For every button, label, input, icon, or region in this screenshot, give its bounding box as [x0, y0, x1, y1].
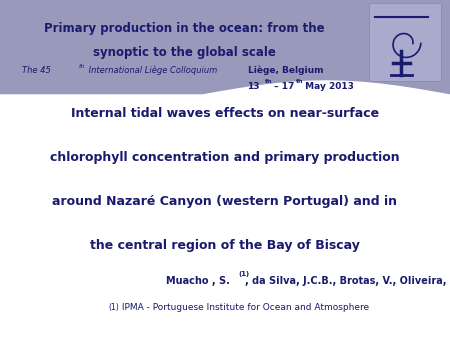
Text: th: th: [296, 79, 303, 84]
Text: Primary production in the ocean: from the: Primary production in the ocean: from th…: [44, 22, 325, 35]
Text: Liège, Belgium: Liège, Belgium: [248, 66, 323, 75]
Text: around Nazaré Canyon (western Portugal) and in: around Nazaré Canyon (western Portugal) …: [53, 195, 397, 208]
Text: th: th: [79, 64, 85, 69]
Text: The 45: The 45: [22, 66, 51, 75]
Bar: [369, 3, 441, 81]
Text: synoptic to the global scale: synoptic to the global scale: [93, 46, 276, 59]
Text: (1): (1): [238, 271, 250, 277]
Text: Internal tidal waves effects on near-surface: Internal tidal waves effects on near-sur…: [71, 107, 379, 120]
Text: , da Silva, J.C.B., Brotas, V., Oliveira, P.: , da Silva, J.C.B., Brotas, V., Oliveira…: [245, 275, 450, 286]
Bar: [0, 0, 450, 95]
Text: International Liège Colloquium: International Liège Colloquium: [86, 66, 217, 75]
Text: th: th: [265, 79, 272, 84]
Text: the central region of the Bay of Biscay: the central region of the Bay of Biscay: [90, 239, 360, 251]
Text: Muacho , S.: Muacho , S.: [166, 275, 230, 286]
Text: (1): (1): [108, 303, 119, 312]
Text: chlorophyll concentration and primary production: chlorophyll concentration and primary pr…: [50, 151, 400, 164]
Text: IPMA - Portuguese Institute for Ocean and Atmosphere: IPMA - Portuguese Institute for Ocean an…: [119, 303, 369, 312]
Text: May 2013: May 2013: [302, 82, 354, 91]
Text: 13: 13: [248, 82, 260, 91]
Text: – 17: – 17: [271, 82, 294, 91]
